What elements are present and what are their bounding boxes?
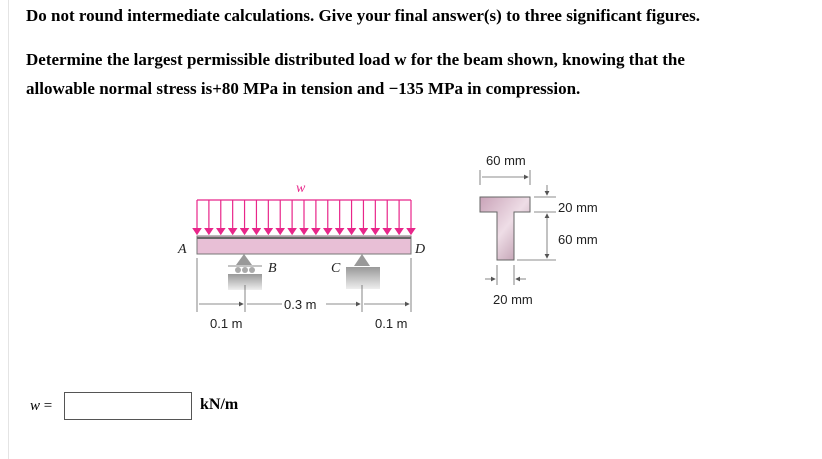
distributed-load [192,199,416,236]
point-d-label: D [414,242,425,257]
flange-thickness-label: 20 mm [558,200,598,215]
beam [196,235,412,255]
t-section [479,196,531,261]
point-a-label: A [177,242,187,257]
instructions: Do not round intermediate calculations. … [26,6,700,25]
flange-width-label: 60 mm [486,153,526,168]
dim-bc: 0.3 m [284,297,317,312]
roller-support-b [228,254,262,290]
load-label: w [296,181,306,196]
answer-equals: = [43,398,53,414]
pin-support-c [346,254,380,289]
web-height-label: 60 mm [558,232,598,247]
section-dimension-lines [479,170,556,285]
point-b-label: B [268,261,277,276]
web-thickness-label: 20 mm [493,292,533,307]
answer-input[interactable] [64,392,192,420]
answer-label: w = [30,398,52,415]
dim-ab: 0.1 m [210,316,243,331]
answer-unit: kN/m [200,396,239,413]
problem-line-1: Determine the largest permissible distri… [26,50,685,69]
dim-cd: 0.1 m [375,316,408,331]
point-c-label: C [331,261,341,276]
page-frame [8,0,822,459]
dimension-lines [196,258,412,312]
problem-line-2: allowable normal stress is+80 MPa in ten… [26,79,581,98]
answer-variable: w [30,398,41,414]
